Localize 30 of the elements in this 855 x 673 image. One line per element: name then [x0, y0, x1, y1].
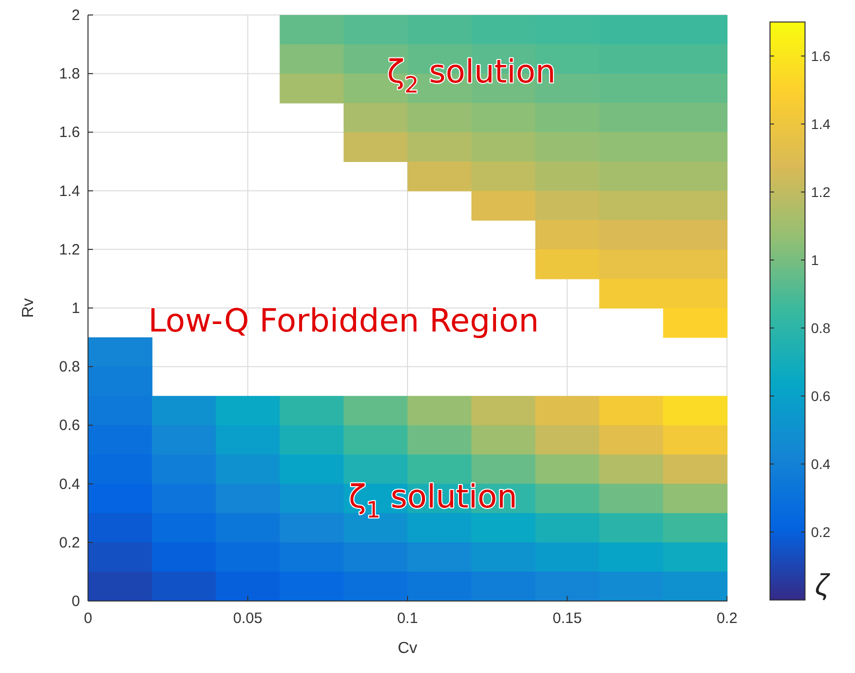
y-tick-label: 0.8: [59, 358, 80, 376]
x-tick-label: 0.2: [716, 610, 738, 627]
x-tick-label: 0.15: [552, 610, 582, 627]
color-bar-label: 1: [811, 252, 819, 268]
x-tick-label: 0: [84, 610, 92, 627]
y-tick-label: 0.2: [59, 534, 80, 552]
color-bar-label: 0.6: [811, 388, 831, 404]
color-bar-label: 1.4: [811, 116, 831, 132]
y-tick-label: 0.4: [59, 476, 80, 493]
y-tick-label: 1.6: [59, 124, 80, 142]
x-tick-label: 0.1: [397, 610, 418, 627]
color-bar-label: 0.4: [811, 456, 831, 472]
y-tick-label: 1: [72, 300, 80, 317]
y-tick-label: 1.2: [59, 241, 80, 258]
y-axis-title: Rv: [20, 298, 37, 318]
x-axis-title: Cv: [398, 640, 418, 657]
color-bar-label: 1.2: [811, 184, 831, 200]
annotation: Low-Q Forbidden Region: [148, 301, 539, 340]
y-tick-label: 1.8: [59, 66, 80, 83]
color-bar-label: 0.2: [811, 524, 831, 540]
color-bar-label: 0.8: [811, 320, 831, 336]
annotation: ζ$_{2}$ solution: [387, 52, 556, 99]
y-tick-label: 0: [72, 593, 80, 610]
color-bar-label: 1.6: [811, 48, 831, 64]
y-tick-label: 1.4: [59, 182, 80, 200]
y-tick-label: 2: [72, 7, 80, 24]
y-tick-label: 0.6: [59, 417, 80, 434]
color-bar-title: ζ: [815, 569, 831, 602]
x-tick-label: 0.05: [233, 610, 262, 627]
annotation: ζ$_{1}$ solution: [348, 477, 518, 524]
